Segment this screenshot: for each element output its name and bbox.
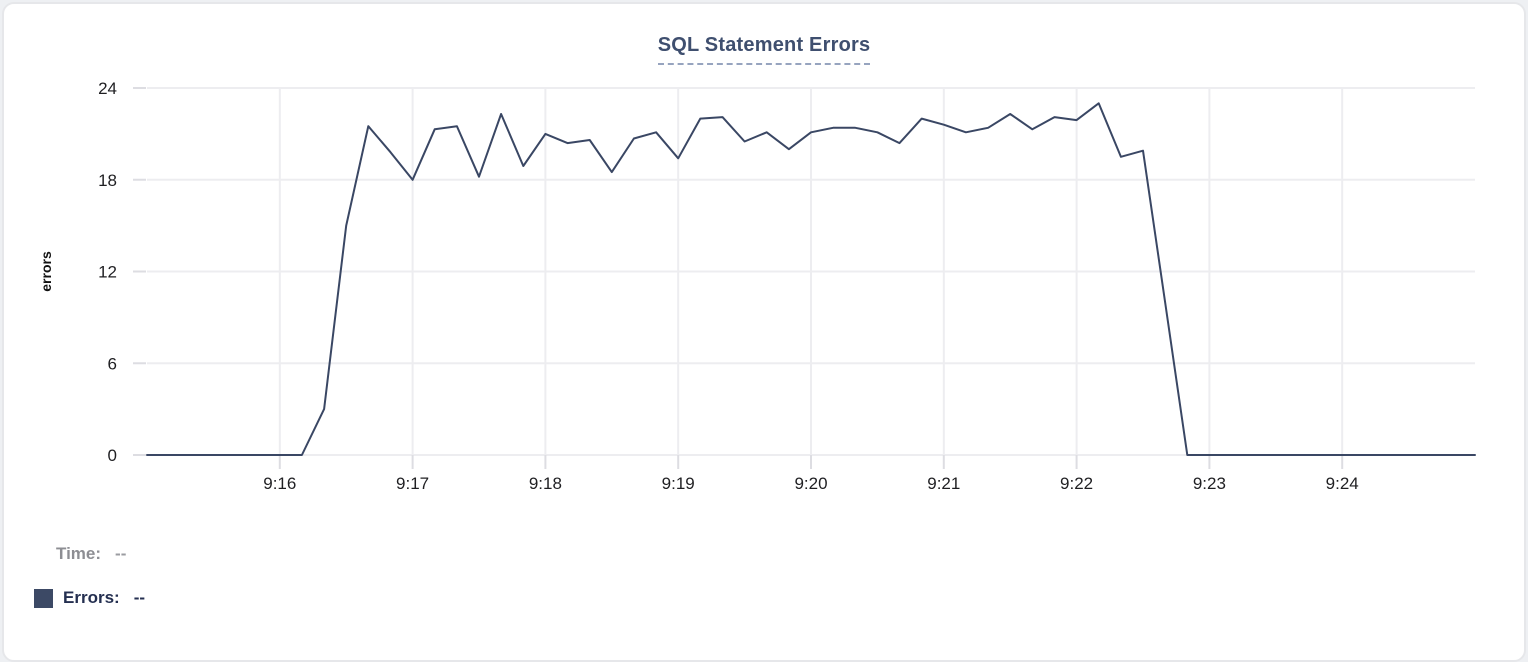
- x-tick-label: 9:21: [927, 474, 960, 493]
- legend-errors-label: Errors:: [63, 588, 120, 607]
- x-tick-label: 9:24: [1326, 474, 1359, 493]
- legend-errors-value: --: [133, 588, 146, 607]
- legend-time-label: Time:: [56, 544, 102, 563]
- y-tick-label: 0: [108, 446, 117, 465]
- x-gridlines-and-ticks: 9:16 9:17 9:18 9:19 9:20 9:21 9:22 9:23 9:24: [263, 88, 1359, 493]
- legend-row-errors[interactable]: Errors: --: [34, 588, 145, 608]
- x-tick-label: 9:18: [529, 474, 562, 493]
- legend-row-time: Time: --: [56, 544, 126, 564]
- y-tick-label: 24: [98, 79, 117, 98]
- errors-series-swatch: [34, 588, 53, 608]
- x-tick-label: 9:23: [1193, 474, 1226, 493]
- errors-line-series: [146, 102, 1476, 456]
- x-tick-label: 9:16: [263, 474, 296, 493]
- chart-title-wrap: SQL Statement Errors: [4, 34, 1524, 65]
- x-tick-label: 9:22: [1060, 474, 1093, 493]
- y-axis-title: errors: [38, 251, 54, 292]
- x-tick-label: 9:20: [794, 474, 827, 493]
- chart-title[interactable]: SQL Statement Errors: [657, 34, 871, 65]
- sql-errors-line-chart[interactable]: 0 6 12 18 24 9:16 9:17 9:18 9:19 9:20 9:21 9:22 9:23…: [4, 4, 1528, 516]
- y-tick-label: 6: [108, 354, 117, 373]
- y-tick-label: 18: [98, 171, 117, 190]
- y-gridlines-and-ticks: 0 6 12 18 24: [98, 79, 1475, 465]
- x-tick-label: 9:19: [662, 474, 695, 493]
- y-tick-label: 12: [98, 263, 117, 282]
- x-tick-label: 9:17: [396, 474, 429, 493]
- legend-time-value: --: [115, 544, 127, 563]
